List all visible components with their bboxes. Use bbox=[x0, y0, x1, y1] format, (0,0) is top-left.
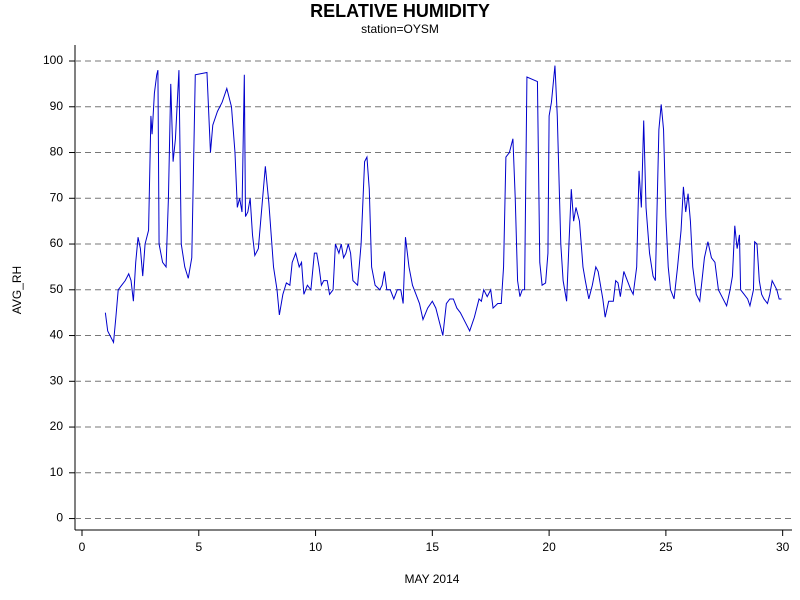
y-tick-label: 70 bbox=[50, 190, 64, 204]
y-tick-label: 60 bbox=[50, 236, 64, 250]
chart-title: RELATIVE HUMIDITY bbox=[310, 1, 490, 21]
x-axis-label: MAY 2014 bbox=[405, 572, 460, 586]
x-tick-label: 10 bbox=[309, 540, 323, 554]
y-tick-label: 80 bbox=[50, 145, 64, 159]
y-tick-label: 50 bbox=[50, 282, 64, 296]
x-tick-label: 5 bbox=[195, 540, 202, 554]
y-axis-label: AVG_RH bbox=[10, 266, 24, 314]
x-tick-label: 25 bbox=[659, 540, 673, 554]
y-tick-label: 0 bbox=[56, 511, 63, 525]
y-tick-label: 20 bbox=[50, 419, 64, 433]
x-tick-label: 0 bbox=[79, 540, 86, 554]
chart-subtitle: station=OYSM bbox=[361, 22, 439, 36]
x-tick-label: 30 bbox=[776, 540, 790, 554]
data-line bbox=[104, 65, 782, 345]
x-tick-label: 20 bbox=[542, 540, 556, 554]
y-tick-label: 40 bbox=[50, 328, 64, 342]
y-tick-label: 90 bbox=[50, 99, 64, 113]
y-tick-label: 30 bbox=[50, 373, 64, 387]
x-tick-label: 15 bbox=[426, 540, 440, 554]
y-tick-label: 100 bbox=[43, 53, 63, 67]
y-tick-label: 10 bbox=[50, 465, 64, 479]
